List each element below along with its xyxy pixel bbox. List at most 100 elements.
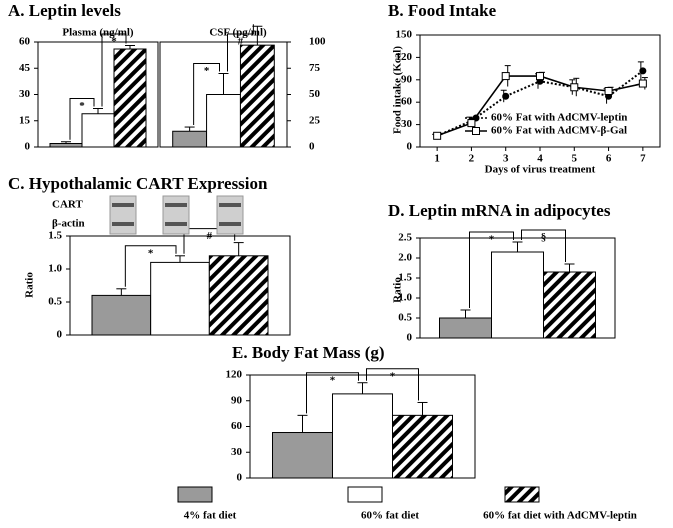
bar (81, 113, 115, 148)
significance-mark: # (238, 36, 244, 48)
y-tick-label: 0 (407, 332, 413, 344)
blot-band (165, 222, 187, 226)
bar (392, 414, 453, 479)
significance-bracket (183, 228, 236, 254)
panel-subtitle: CSF (pg/ml) (209, 27, 267, 39)
point (639, 67, 647, 75)
y-tick-label: 0.5 (48, 296, 62, 308)
x-tick-label: 2 (469, 153, 475, 165)
significance-bracket (227, 24, 254, 72)
y-axis-label: Ratio (392, 277, 404, 303)
significance-bracket (469, 231, 514, 308)
y-tick-label: 0 (237, 472, 243, 484)
y-tick-label: 0 (309, 141, 315, 153)
x-tick-label: 3 (503, 153, 509, 165)
y-tick-label: 0 (407, 141, 413, 153)
bar (172, 130, 208, 148)
y-tick-label: 50 (309, 88, 321, 100)
blot-label: β-actin (52, 218, 85, 230)
y-tick-label: 30 (231, 446, 243, 458)
significance-mark: * (148, 247, 154, 259)
y-tick-label: 1.5 (48, 230, 62, 242)
y-tick-label: 75 (309, 62, 321, 74)
y-tick-label: 60 (231, 420, 243, 432)
x-tick-label: 7 (640, 153, 646, 165)
significance-bracket (306, 372, 359, 414)
bar (208, 255, 269, 336)
bar (439, 317, 492, 339)
legend-label: 60% Fat with AdCMV-leptin (491, 112, 627, 124)
significance-bracket (101, 33, 127, 107)
legend-swatch (347, 486, 383, 503)
blot-band (219, 203, 241, 207)
legend-swatch (177, 486, 213, 503)
bar (150, 261, 210, 336)
point (536, 72, 544, 81)
significance-mark: * (330, 374, 336, 386)
bar (543, 271, 596, 339)
y-tick-label: 45 (19, 62, 31, 74)
panel-subtitle: Plasma (ng/ml) (62, 27, 134, 39)
blot-band (112, 203, 134, 207)
bar (491, 251, 544, 339)
significance-mark: * (489, 234, 495, 246)
point (467, 119, 476, 128)
legend-marker (472, 127, 480, 135)
panel-title: A. Leptin levels (8, 1, 121, 20)
panel-title: C. Hypothalamic CART Expression (8, 174, 268, 193)
y-tick-label: 120 (396, 51, 413, 63)
legend-label: 4% fat diet (184, 510, 237, 522)
y-tick-label: 0 (57, 329, 63, 341)
significance-mark: * (204, 65, 210, 77)
y-tick-label: 90 (231, 394, 243, 406)
bar (91, 294, 152, 336)
y-tick-label: 2.5 (398, 232, 412, 244)
y-tick-label: 30 (401, 118, 413, 130)
bar (49, 143, 83, 148)
significance-mark: * (79, 100, 85, 112)
y-tick-label: 0 (25, 141, 31, 153)
significance-mark: # (207, 230, 213, 242)
blot-image (216, 195, 244, 235)
y-tick-label: 1.0 (398, 292, 412, 304)
y-tick-label: 100 (309, 36, 326, 48)
point (638, 79, 647, 88)
x-tick-label: 4 (537, 153, 543, 165)
blot-image (109, 195, 137, 235)
y-tick-label: 1.5 (398, 272, 412, 284)
y-tick-label: 15 (19, 114, 31, 126)
significance-bracket (193, 63, 220, 126)
x-tick-label: 5 (572, 153, 578, 165)
y-tick-label: 1.0 (48, 263, 62, 275)
legend-label: 60% fat diet with AdCMV-leptin (483, 510, 637, 522)
bar (332, 393, 393, 479)
y-tick-label: 60 (401, 96, 413, 108)
blot-image (162, 195, 190, 235)
blot-band (219, 222, 241, 226)
significance-bracket (521, 229, 566, 262)
y-axis-label: Food intake (Kcal) (392, 46, 404, 134)
point (604, 87, 613, 95)
bar (113, 48, 147, 148)
y-tick-label: 60 (19, 36, 31, 48)
significance-mark: * (111, 36, 117, 48)
x-axis-label: Days of virus treatment (485, 164, 596, 176)
bar (272, 432, 333, 479)
bar (206, 94, 241, 148)
legend-label: 60% fat diet (361, 510, 419, 522)
legend-label: 60% Fat with AdCMV-β-Gal (491, 125, 627, 137)
x-tick-label: 6 (606, 153, 612, 165)
blot-band (112, 222, 134, 226)
blot-label: CART (52, 199, 83, 211)
point (501, 72, 510, 81)
y-tick-label: 150 (396, 29, 413, 41)
significance-bracket (124, 245, 177, 287)
significance-mark: * (390, 370, 396, 382)
bar (239, 44, 275, 148)
significance-mark: § (541, 232, 547, 244)
y-tick-label: 120 (226, 369, 243, 381)
y-axis-label: Ratio (24, 272, 36, 298)
x-tick-label: 1 (434, 153, 440, 165)
y-tick-label: 25 (309, 114, 321, 126)
